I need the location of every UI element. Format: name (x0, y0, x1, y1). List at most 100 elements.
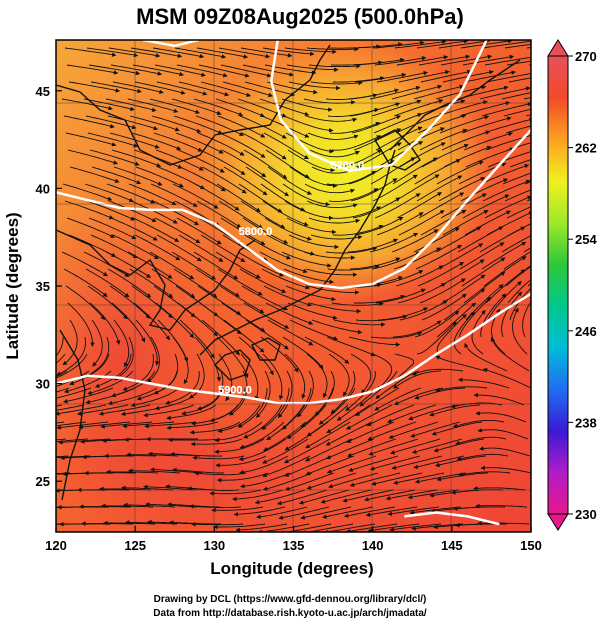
streamline-arrow (67, 149, 119, 165)
streamline-arrow (84, 183, 134, 203)
streamline-arrow (287, 149, 336, 173)
streamline-arrow (56, 404, 63, 407)
streamline-arrow (244, 81, 296, 97)
streamline-arrow (393, 472, 445, 485)
streamline-arrow (263, 421, 307, 452)
streamline-arrow (289, 166, 338, 188)
streamline-arrow (435, 386, 488, 393)
streamline-arrow (330, 370, 356, 415)
streamline-arrow (107, 268, 152, 298)
streamline-arrow (429, 404, 481, 417)
streamline-arrow (391, 353, 415, 383)
streamline-arrow (393, 247, 442, 270)
streamline-arrow (305, 115, 358, 123)
streamline-arrow (332, 76, 385, 83)
streamline-arrow (154, 217, 201, 244)
streamline-arrow (179, 319, 215, 359)
contour-label: 5900.0 (218, 384, 252, 396)
streamline-arrow (436, 302, 476, 338)
streamline-arrow (284, 353, 306, 400)
streamline-arrow (106, 183, 156, 204)
streamline-arrow (397, 283, 446, 304)
streamline-arrow (281, 251, 332, 268)
streamline-arrow (420, 69, 472, 83)
streamline-arrow (255, 370, 271, 418)
streamline-arrow (286, 217, 337, 235)
streamline-arrow (364, 489, 416, 502)
streamline-arrow (195, 268, 240, 297)
streamline-arrow (320, 489, 372, 504)
streamline-arrow (463, 131, 514, 151)
streamline-arrow (200, 234, 246, 262)
streamline-arrow (69, 166, 120, 183)
streamline-arrow (216, 472, 269, 483)
streamline-arrow (178, 234, 224, 262)
streamline-arrow (217, 404, 261, 433)
streamline-arrow (262, 472, 313, 491)
colorbar-tick-label: 254 (575, 232, 597, 247)
streamline-arrow (369, 455, 421, 471)
streamline-arrow (108, 47, 161, 58)
streamline-arrow (276, 489, 328, 506)
credit-data: Data from http://database.rish.kyoto-u.a… (153, 608, 427, 619)
colorbar-min-arrow (547, 513, 569, 531)
streamline-arrow (166, 404, 217, 421)
streamline-arrow (149, 251, 195, 280)
streamline-arrow (507, 278, 531, 304)
streamline-arrow (368, 438, 419, 456)
streamline-arrow (306, 353, 328, 398)
streamline-arrow (336, 387, 378, 421)
streamline-arrow (84, 470, 137, 476)
streamline-arrow (62, 319, 78, 366)
streamline-arrow (94, 353, 132, 388)
streamline-arrow (222, 81, 273, 98)
streamline-arrow (387, 404, 437, 423)
streamline-arrow (354, 72, 407, 83)
streamline-arrow (398, 70, 450, 83)
streamline-arrow (218, 200, 263, 229)
x-axis-label: Longitude (degrees) (210, 559, 373, 578)
streamline-arrow (418, 192, 465, 219)
streamline-arrow (503, 108, 531, 117)
streamline-arrow (354, 216, 404, 236)
streamline-arrow (261, 387, 290, 430)
streamline-arrow (483, 117, 531, 134)
streamline-arrow (369, 232, 419, 253)
streamline-arrow (282, 183, 331, 207)
streamline-arrow (265, 149, 310, 179)
streamline-arrow (480, 465, 531, 474)
streamline-arrow (221, 149, 267, 178)
streamline-arrow (419, 128, 468, 151)
streamline-arrow (168, 437, 221, 443)
streamline-arrow (240, 353, 260, 401)
streamline-arrow (464, 210, 511, 236)
streamline-arrow (392, 320, 442, 338)
streamline-arrow (377, 307, 429, 321)
streamline-arrow (262, 455, 311, 478)
streamline-arrow (215, 98, 265, 118)
streamline-arrow (194, 183, 240, 211)
streamline-arrow (87, 285, 128, 320)
streamline-arrow (238, 438, 287, 462)
streamline-arrow (211, 506, 264, 513)
streamline-arrow (392, 370, 442, 389)
streamline-arrow (131, 132, 182, 151)
streamline-arrow (196, 370, 224, 411)
streamline-arrow (287, 302, 338, 320)
streamline-arrow (413, 227, 460, 253)
streamline-arrow (374, 387, 422, 411)
streamline-arrow (76, 404, 129, 416)
streamline-arrow (176, 64, 228, 78)
streamline-arrow (326, 438, 375, 460)
streamline-arrow (259, 251, 308, 274)
streamline-arrow (399, 142, 446, 168)
streamline-arrow (177, 149, 225, 173)
streamline-arrow (259, 98, 310, 117)
streamline-arrow (134, 234, 181, 261)
streamline-arrow (328, 353, 350, 397)
streamline-arrow (89, 302, 121, 345)
streamline-arrow (374, 193, 421, 219)
streamline-arrow (221, 302, 266, 332)
streamline-arrow (385, 489, 438, 501)
